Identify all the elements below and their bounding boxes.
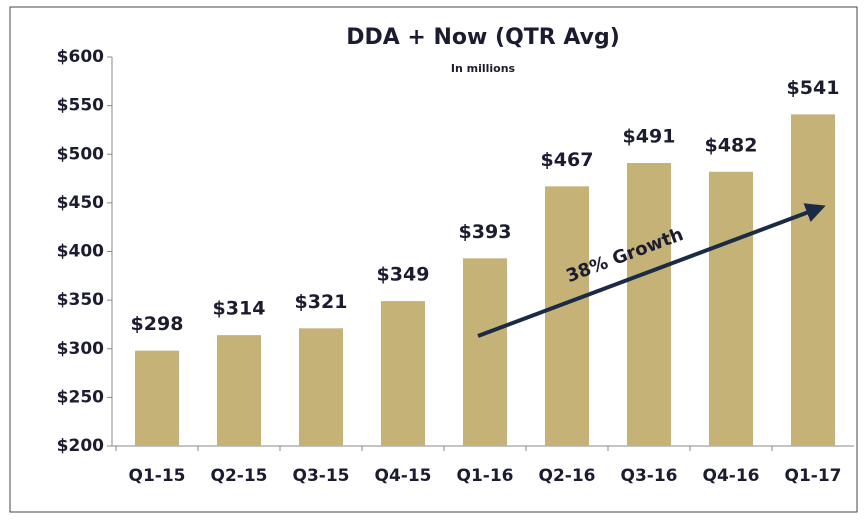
bar bbox=[381, 301, 425, 446]
data-label: $321 bbox=[295, 291, 348, 313]
data-label: $467 bbox=[541, 149, 594, 171]
data-label: $541 bbox=[787, 77, 840, 99]
bar bbox=[791, 114, 835, 446]
data-label: $393 bbox=[459, 221, 512, 243]
bar bbox=[709, 171, 753, 446]
y-tick-label: $250 bbox=[57, 387, 104, 407]
bar bbox=[627, 163, 671, 446]
y-tick-label: $300 bbox=[57, 339, 104, 359]
bar bbox=[135, 350, 179, 446]
data-label: $314 bbox=[213, 298, 266, 320]
data-label: $298 bbox=[131, 313, 184, 335]
y-tick-label: $200 bbox=[57, 436, 104, 456]
x-tick-label: Q4-15 bbox=[375, 466, 432, 486]
chart-title: DDA + Now (QTR Avg) bbox=[346, 25, 620, 50]
bar bbox=[299, 328, 343, 446]
data-label: $482 bbox=[705, 134, 758, 156]
y-tick-label: $600 bbox=[57, 47, 104, 67]
bar bbox=[545, 186, 589, 446]
bar bbox=[217, 335, 261, 446]
frame bbox=[9, 6, 858, 513]
x-tick-label: Q1-15 bbox=[129, 466, 186, 486]
x-tick-label: Q2-16 bbox=[539, 466, 596, 486]
y-tick-label: $550 bbox=[57, 96, 104, 116]
y-tick-label: $400 bbox=[57, 242, 104, 262]
x-tick-label: Q4-16 bbox=[703, 466, 760, 486]
growth-arrow bbox=[477, 203, 826, 338]
x-tick-label: Q1-16 bbox=[457, 466, 514, 486]
chart-subtitle: In millions bbox=[451, 62, 516, 75]
y-tick-label: $350 bbox=[57, 290, 104, 310]
bar bbox=[463, 258, 507, 446]
data-label: $491 bbox=[623, 126, 676, 148]
y-tick-label: $450 bbox=[57, 193, 104, 213]
data-label: $349 bbox=[377, 264, 430, 286]
y-tick-label: $500 bbox=[57, 144, 104, 164]
x-tick-label: Q2-15 bbox=[211, 466, 268, 486]
x-tick-label: Q3-16 bbox=[621, 466, 678, 486]
x-tick-label: Q1-17 bbox=[785, 466, 842, 486]
x-tick-label: Q3-15 bbox=[293, 466, 350, 486]
